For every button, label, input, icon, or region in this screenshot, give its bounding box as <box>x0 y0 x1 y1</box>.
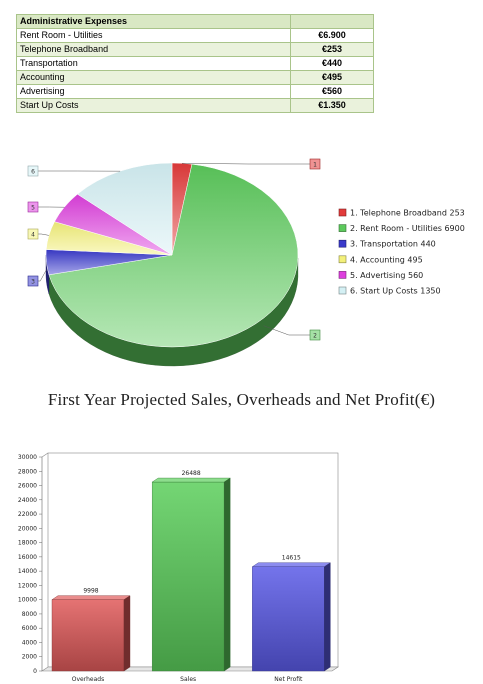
legend-swatch <box>338 208 347 217</box>
y-tick-label: 20000 <box>18 525 37 532</box>
table-row: Accounting €495 <box>16 70 374 85</box>
legend-entry: 4. Accounting 495 <box>350 255 423 264</box>
legend-swatch <box>338 255 347 264</box>
legend-entry: 1. Telephone Broadband 253 <box>350 209 465 218</box>
callout-line <box>38 233 49 236</box>
callout-box <box>309 329 321 341</box>
bar-top <box>151 477 231 483</box>
y-tick-label: 22000 <box>18 511 37 518</box>
table-row: Advertising €560 <box>16 84 374 99</box>
callout-label: 5 <box>31 205 35 212</box>
pie-legend: 1. Telephone Broadband 253 2. Rent Room -… <box>338 208 465 296</box>
table-row: Rent Room - Utilities €6.900 <box>16 28 374 43</box>
bar-value-label: 26488 <box>182 470 201 477</box>
bars: 9998 26488 14615 <box>51 470 331 672</box>
row-value: €1.350 <box>290 98 374 113</box>
y-tick-label: 18000 <box>18 540 37 547</box>
legend-entry: 5. Advertising 560 <box>350 271 423 280</box>
row-label: Rent Room - Utilities <box>16 28 291 43</box>
table-row: Transportation €440 <box>16 56 374 71</box>
y-tick-label: 4000 <box>22 639 37 646</box>
legend-entry: 3. Transportation 440 <box>350 240 436 249</box>
row-value: €253 <box>290 42 374 57</box>
callout-line <box>182 163 310 165</box>
row-label: Transportation <box>16 56 291 71</box>
table-row: Telephone Broadband €253 <box>16 42 374 57</box>
y-tick-label: 30000 <box>18 454 37 461</box>
callout-label: 6 <box>31 169 35 176</box>
y-axis: 0 2000 4000 6000 8000 10000 12000 14000 16000 180… <box>18 454 42 675</box>
sales-bar-chart: 0 2000 4000 6000 8000 10000 12000 14000 16000 180… <box>18 452 339 683</box>
x-tick-label: Sales <box>180 676 196 683</box>
x-tick-label: Overheads <box>72 676 104 683</box>
y-tick-label: 6000 <box>22 625 37 632</box>
legend-entry: 2. Rent Room - Utilities 6900 <box>350 224 465 233</box>
bar-side <box>123 595 131 672</box>
pie-slice <box>48 163 299 348</box>
callout-label: 3 <box>31 279 35 286</box>
bar-side <box>324 562 331 672</box>
row-value: €6.900 <box>290 28 374 43</box>
bar <box>252 566 325 672</box>
administrative-expenses-table: Administrative Expenses Rent Room - Util… <box>16 14 374 113</box>
legend-swatch <box>338 286 347 295</box>
pie-slices <box>45 162 299 348</box>
expenses-pie-chart: 1 2 3 4 5 6 1. Telephone Broadband 253 2. Rent… <box>27 158 465 367</box>
y-tick-label: 24000 <box>18 497 37 504</box>
pie-slice <box>77 162 173 256</box>
bar <box>151 481 225 672</box>
row-value: €495 <box>290 70 374 85</box>
row-label: Telephone Broadband <box>16 42 291 57</box>
y-tick-label: 14000 <box>18 568 37 575</box>
legend-swatch <box>338 239 347 248</box>
callout-box <box>27 228 39 240</box>
callout-box <box>27 165 39 177</box>
legend-swatch <box>338 224 347 232</box>
table-header-label: Administrative Expenses <box>16 14 291 29</box>
row-label: Accounting <box>16 70 291 85</box>
bar-side <box>223 477 231 672</box>
y-tick-label: 10000 <box>18 597 37 604</box>
bar-value-label: 9998 <box>83 588 98 595</box>
y-tick-label: 12000 <box>18 582 37 589</box>
y-tick-label: 16000 <box>18 554 37 561</box>
pie-callouts: 1 2 3 4 5 6 <box>27 158 321 341</box>
callout-label: 4 <box>31 232 35 239</box>
callout-box <box>27 275 39 287</box>
y-tick-label: 2000 <box>22 654 37 661</box>
callout-box <box>27 201 39 213</box>
x-tick-label: Net Profit <box>274 676 303 683</box>
legend-swatch <box>338 271 347 279</box>
x-axis: Overheads Sales Net Profit <box>72 676 303 683</box>
table-header-value <box>290 14 374 29</box>
row-label: Advertising <box>16 84 291 99</box>
y-tick-label: 0 <box>33 668 37 675</box>
callout-label: 2 <box>313 333 317 340</box>
y-tick-label: 26000 <box>18 483 37 490</box>
callout-line <box>38 269 47 282</box>
table-header-row: Administrative Expenses <box>16 14 374 29</box>
bar-value-label: 14615 <box>282 555 301 562</box>
legend-entry: 6. Start Up Costs 1350 <box>350 287 441 296</box>
bar-chart-title: First Year Projected Sales, Overheads an… <box>47 390 436 409</box>
y-tick-label: 8000 <box>22 611 37 618</box>
callout-line <box>263 325 310 336</box>
bar-top <box>51 595 131 600</box>
row-label: Start Up Costs <box>16 98 291 113</box>
bar-top <box>251 562 331 567</box>
frame-edge <box>41 452 49 458</box>
callout-label: 1 <box>313 162 317 169</box>
row-value: €440 <box>290 56 374 71</box>
y-tick-label: 28000 <box>18 468 37 475</box>
row-value: €560 <box>290 84 374 99</box>
bar <box>51 599 125 672</box>
callout-box <box>309 158 321 170</box>
table-row: Start Up Costs €1.350 <box>16 98 374 113</box>
